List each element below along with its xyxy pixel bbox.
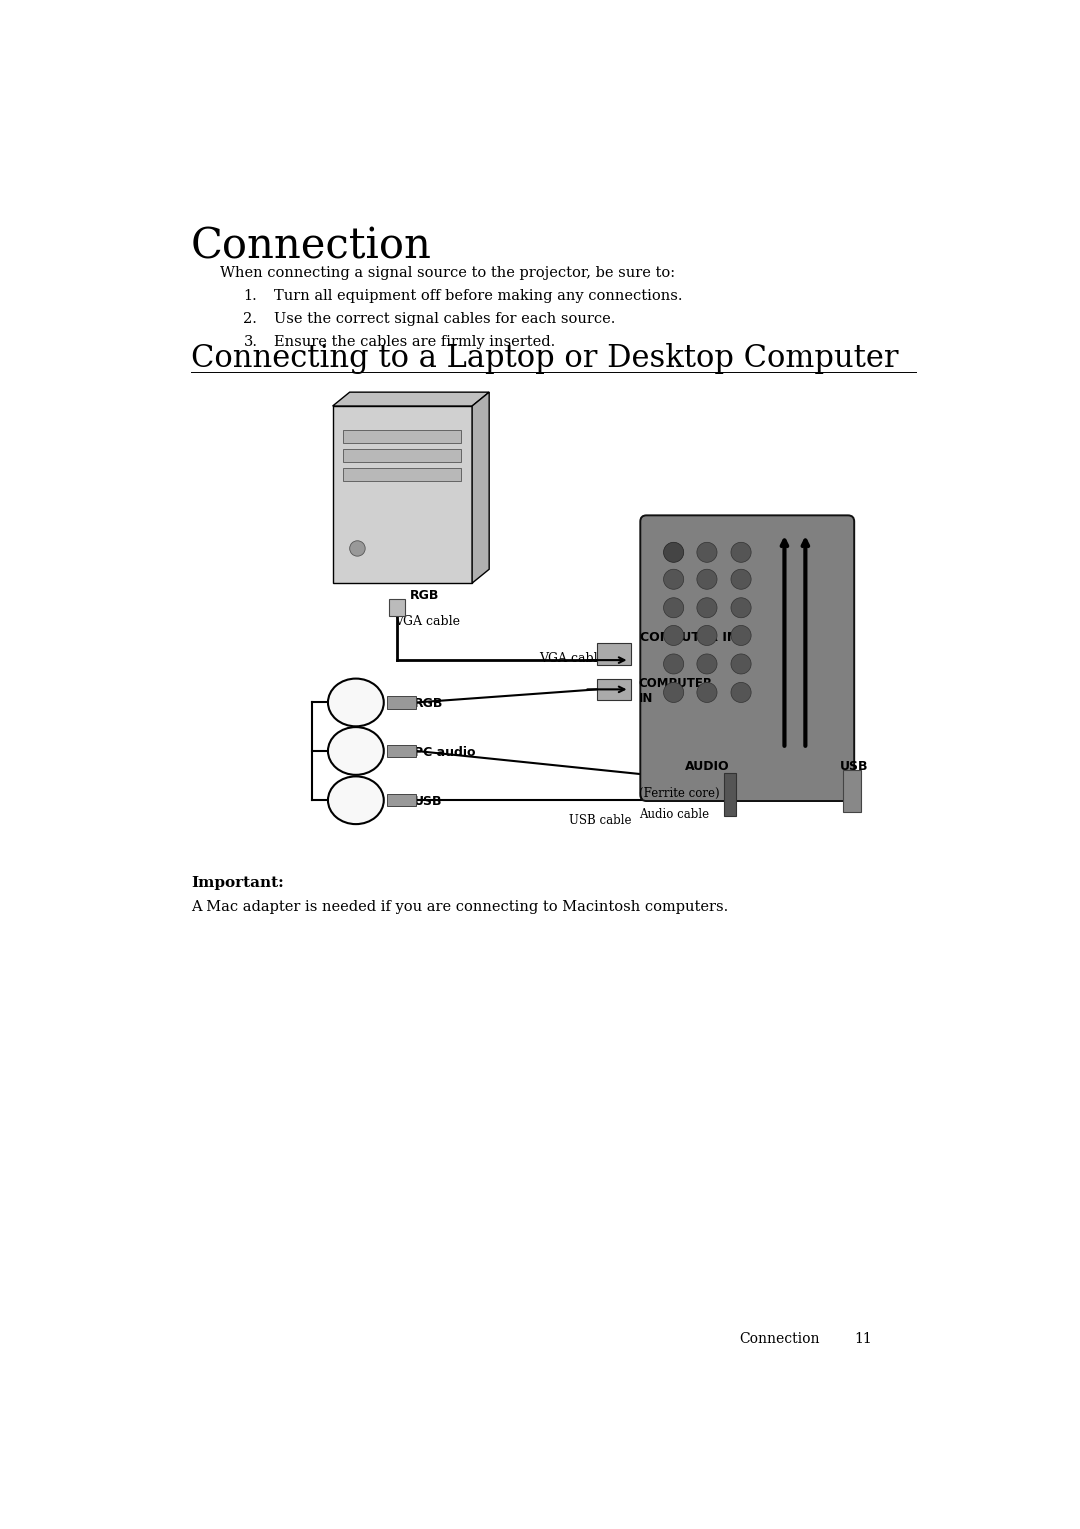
Polygon shape	[597, 644, 631, 665]
Circle shape	[663, 654, 684, 674]
Polygon shape	[387, 745, 416, 757]
Ellipse shape	[328, 728, 383, 775]
Polygon shape	[343, 468, 461, 482]
Polygon shape	[472, 391, 489, 583]
Text: USB cable: USB cable	[569, 813, 632, 827]
Text: Connecting to a Laptop or Desktop Computer: Connecting to a Laptop or Desktop Comput…	[191, 342, 899, 375]
Text: USB: USB	[840, 760, 868, 774]
Text: USB: USB	[414, 795, 443, 807]
Text: 3.: 3.	[243, 335, 257, 349]
Text: 1.: 1.	[243, 289, 257, 303]
Circle shape	[697, 598, 717, 618]
Text: VGA cable: VGA cable	[394, 616, 460, 628]
Circle shape	[697, 682, 717, 702]
Polygon shape	[389, 598, 405, 616]
Text: 2.: 2.	[243, 312, 257, 326]
Circle shape	[731, 598, 751, 618]
Text: A Mac adapter is needed if you are connecting to Macintosh computers.: A Mac adapter is needed if you are conne…	[191, 901, 728, 914]
Polygon shape	[597, 679, 631, 700]
Ellipse shape	[328, 679, 383, 726]
Text: COMPUTER IN: COMPUTER IN	[640, 631, 738, 644]
Circle shape	[663, 625, 684, 645]
Text: Ensure the cables are firmly inserted.: Ensure the cables are firmly inserted.	[274, 335, 556, 349]
Polygon shape	[333, 407, 472, 583]
Text: (Ferrite core): (Ferrite core)	[638, 787, 719, 800]
Circle shape	[663, 682, 684, 702]
Polygon shape	[387, 794, 416, 806]
Circle shape	[663, 543, 684, 563]
Circle shape	[731, 654, 751, 674]
Circle shape	[697, 654, 717, 674]
Polygon shape	[842, 771, 861, 812]
Polygon shape	[387, 696, 416, 708]
Circle shape	[731, 625, 751, 645]
Circle shape	[663, 598, 684, 618]
Ellipse shape	[328, 777, 383, 824]
Circle shape	[731, 682, 751, 702]
Text: 11: 11	[854, 1332, 872, 1346]
Circle shape	[731, 543, 751, 563]
Text: RGB: RGB	[414, 697, 444, 709]
Text: PC audio: PC audio	[414, 746, 475, 758]
Polygon shape	[343, 430, 461, 443]
Polygon shape	[343, 450, 461, 462]
Circle shape	[697, 543, 717, 563]
Circle shape	[697, 625, 717, 645]
Text: RGB: RGB	[410, 589, 440, 602]
Circle shape	[697, 569, 717, 589]
Polygon shape	[333, 391, 489, 407]
Polygon shape	[724, 774, 737, 816]
FancyBboxPatch shape	[640, 515, 854, 801]
Circle shape	[731, 569, 751, 589]
Text: Turn all equipment off before making any connections.: Turn all equipment off before making any…	[274, 289, 683, 303]
Text: COMPUTER
IN: COMPUTER IN	[638, 677, 713, 705]
Text: VGA cable: VGA cable	[540, 653, 606, 665]
Text: Important:: Important:	[191, 876, 284, 890]
Text: When connecting a signal source to the projector, be sure to:: When connecting a signal source to the p…	[220, 266, 675, 280]
Text: Audio cable: Audio cable	[638, 807, 708, 821]
Circle shape	[350, 541, 365, 557]
Text: Connection: Connection	[191, 225, 432, 268]
Text: Connection: Connection	[740, 1332, 820, 1346]
Circle shape	[663, 569, 684, 589]
Text: AUDIO: AUDIO	[685, 760, 730, 774]
Text: Use the correct signal cables for each source.: Use the correct signal cables for each s…	[274, 312, 616, 326]
